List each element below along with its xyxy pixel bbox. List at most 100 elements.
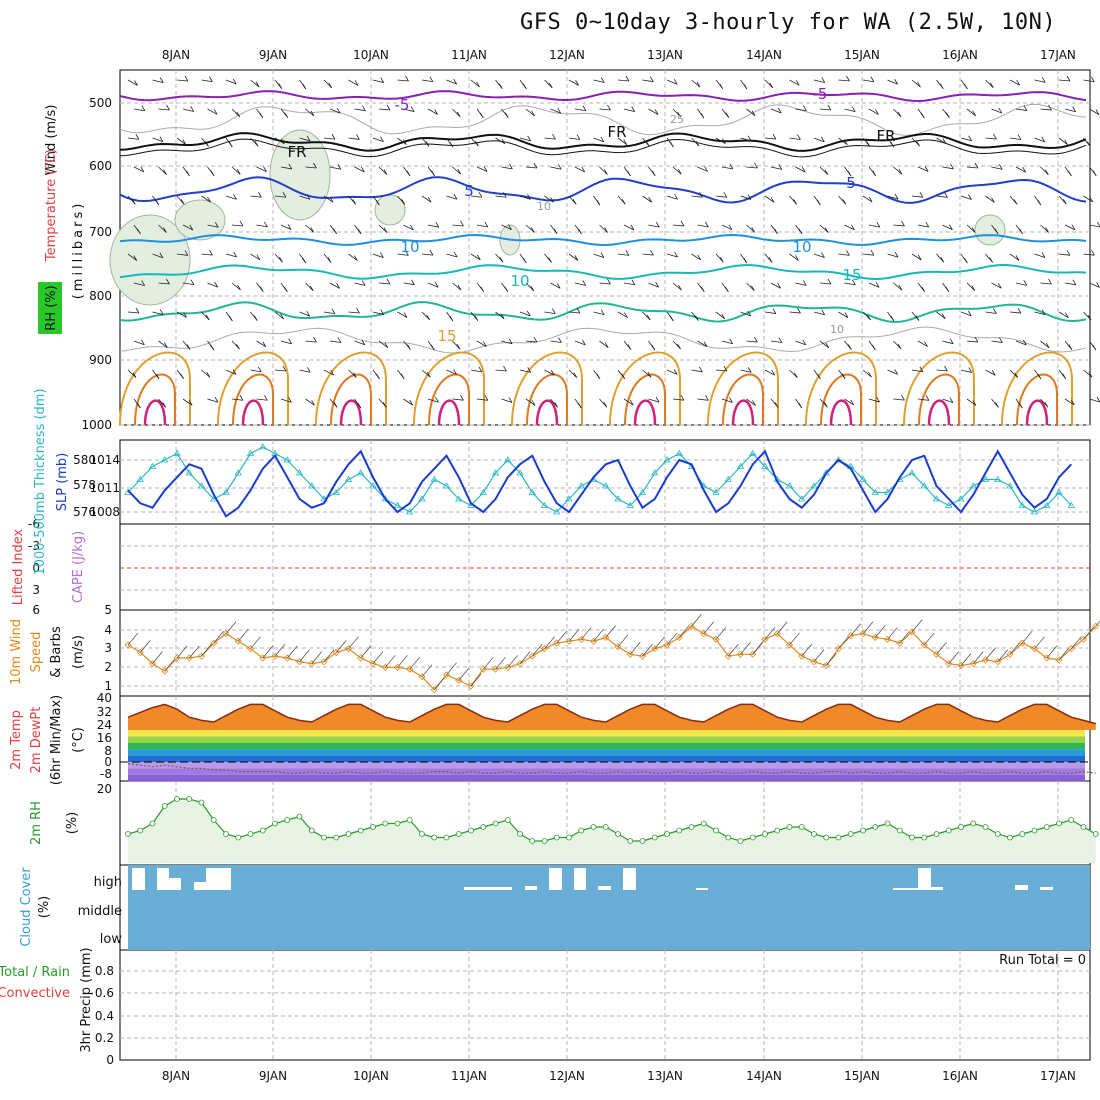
wind-barb-flag	[769, 82, 774, 89]
wind10m-marker	[908, 628, 916, 636]
wind10m-marker	[687, 622, 696, 630]
thickness-marker	[859, 475, 867, 482]
wind-barb	[985, 79, 994, 89]
precip-panel-frame	[119, 949, 1091, 1061]
rh2m-marker	[749, 834, 756, 841]
wind-barb-flag	[1064, 139, 1069, 145]
wind-barb	[917, 166, 929, 172]
wind-barb-flag	[229, 315, 233, 322]
wind-barb	[280, 398, 292, 403]
wind-barb	[152, 79, 164, 84]
wind-barb	[574, 166, 585, 173]
contour-label: -5	[813, 85, 828, 103]
wind-barb	[525, 340, 537, 343]
wind-barb	[1083, 253, 1095, 256]
wind-barb-flag	[453, 369, 457, 375]
wind-barb-flag	[924, 166, 929, 172]
wind-barb	[182, 398, 193, 406]
wind-barb-flag	[677, 168, 682, 175]
wind-barb-flag	[141, 280, 146, 286]
rh2m-marker	[982, 824, 989, 830]
wind-barb	[770, 108, 782, 114]
wind-barb-flag	[695, 315, 699, 321]
wind10m-barb	[654, 636, 666, 649]
rh2m-marker	[994, 831, 1001, 837]
wind-barb	[354, 282, 366, 286]
wind10m-marker	[651, 645, 659, 653]
wind10m-tick: 3	[104, 641, 112, 655]
wind10m-barb	[605, 625, 617, 638]
wind-barb	[691, 369, 703, 373]
wind-barb-flag	[136, 402, 141, 409]
wind-barb-flag	[898, 168, 903, 175]
wind-barb	[250, 79, 260, 88]
wind-barb	[715, 195, 727, 198]
wind-barb	[599, 340, 609, 349]
wind-barb-flag	[554, 402, 558, 408]
wind-barb	[250, 369, 262, 373]
wind-barb	[721, 224, 733, 231]
wind-barb-flag	[288, 163, 293, 170]
isotherm-35-lobe	[1025, 399, 1049, 426]
wind-barb-flag	[778, 337, 783, 343]
wind-barb-flag	[1016, 80, 1021, 86]
wind10m-barb	[948, 651, 960, 664]
wind-barb	[550, 108, 561, 114]
date-label-top: 12JAN	[549, 48, 585, 62]
rh2m-marker	[639, 838, 646, 844]
thickness-marker	[393, 501, 402, 508]
wind-barb-flag	[476, 254, 481, 261]
wind10m-marker	[736, 650, 745, 658]
wind10m-marker	[418, 673, 426, 681]
wind-barb	[323, 311, 335, 315]
wind-barb	[746, 166, 758, 169]
wind-barb	[476, 166, 488, 172]
wind-barb-flag	[919, 366, 924, 372]
temp-band	[128, 768, 1085, 775]
wind-barb	[176, 253, 188, 256]
isotherm-35-lobe	[535, 399, 559, 426]
wind10m-tick: 1	[104, 679, 112, 693]
thickness-line	[127, 446, 1072, 513]
wind-barb	[568, 311, 580, 314]
wind-barb	[568, 79, 579, 86]
wind-barb-flag	[353, 255, 358, 261]
wind-barb	[991, 166, 1003, 170]
wind-barb-flag	[600, 77, 605, 83]
wind-barb-flag	[206, 372, 211, 378]
slp-tick: 1011	[89, 481, 120, 495]
wind-barb-flag	[821, 309, 825, 315]
wind-barb-flag	[383, 169, 388, 175]
temp-band	[128, 749, 1085, 756]
wind-barb	[127, 311, 139, 314]
wind-barb-flag	[162, 402, 167, 408]
lifted-index-tick: 6	[32, 603, 40, 617]
rh2m-marker	[394, 820, 401, 827]
isotherm-15	[119, 263, 1087, 281]
wind-barb-flag	[629, 399, 634, 406]
thickness-marker	[761, 462, 769, 469]
wind-barb-flag	[1062, 198, 1067, 205]
wind-barb-flag	[655, 282, 659, 288]
wind-barb-flag	[309, 285, 314, 292]
wind-barb-flag	[1087, 314, 1092, 321]
cloud-gap	[500, 887, 512, 890]
wind-barb-flag	[752, 400, 756, 406]
isotherm-freezing-2	[119, 138, 1087, 158]
wind-barb-flag	[210, 170, 215, 177]
wind-barb-flag	[674, 251, 678, 258]
wind10m-marker	[1018, 639, 1026, 647]
wind-barb-flag	[942, 138, 947, 144]
wind-barb-flag	[1037, 199, 1042, 206]
wind-barb-flag	[654, 109, 659, 115]
wind-barb-flag	[695, 140, 700, 147]
wind-barb	[133, 166, 145, 173]
thickness-marker	[357, 469, 365, 476]
temp2m-unit: (°C)	[71, 727, 86, 753]
wind-barb	[299, 137, 311, 142]
wind10m-marker	[271, 652, 279, 660]
wind-barb-flag	[827, 104, 832, 111]
wind-barb	[421, 195, 432, 203]
wind-barb-flag	[1092, 344, 1097, 351]
rh2m-marker	[333, 834, 340, 841]
